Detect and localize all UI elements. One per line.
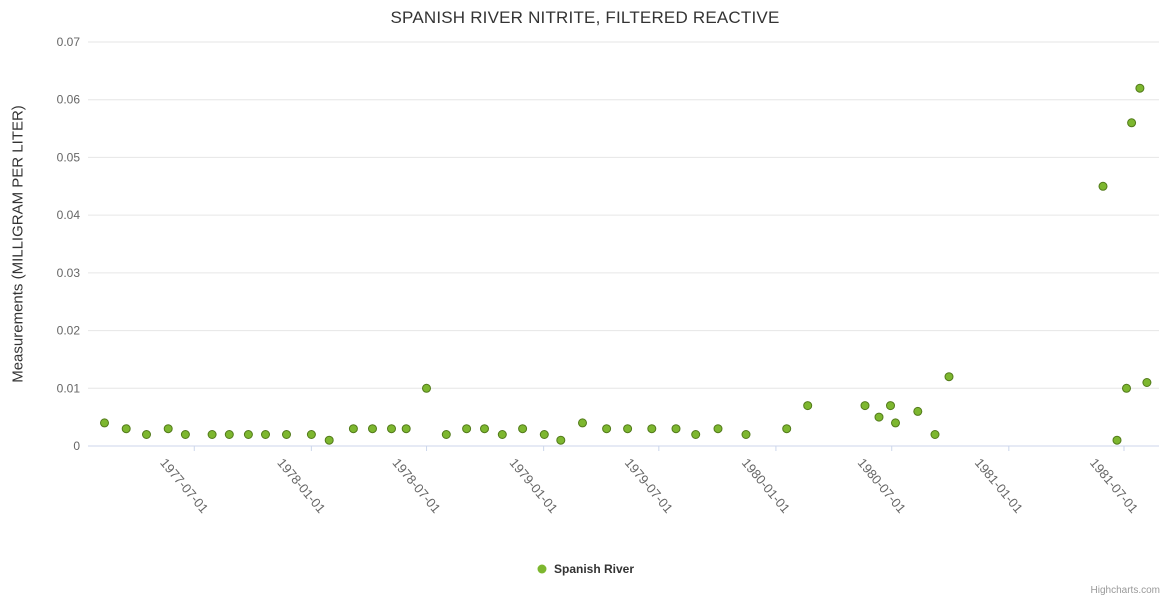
data-point[interactable] — [207, 430, 217, 439]
data-point[interactable] — [441, 430, 451, 439]
data-point[interactable] — [142, 430, 151, 439]
data-point[interactable] — [891, 418, 900, 428]
data-point[interactable] — [243, 430, 253, 439]
data-point[interactable] — [401, 424, 411, 434]
data-point[interactable] — [602, 424, 612, 434]
data-point[interactable] — [121, 424, 131, 434]
x-tick-label: 1981-07-01 — [1087, 455, 1141, 516]
data-point[interactable] — [163, 424, 173, 434]
data-point[interactable] — [556, 435, 566, 445]
y-tick-label: 0.02 — [57, 324, 81, 338]
data-point[interactable] — [782, 424, 792, 434]
y-tick-label: 0.06 — [57, 93, 81, 107]
data-point[interactable] — [1142, 378, 1152, 387]
data-point[interactable] — [1098, 181, 1108, 191]
data-point[interactable] — [713, 424, 723, 434]
data-point[interactable] — [691, 430, 701, 439]
data-point[interactable] — [1127, 118, 1137, 128]
data-point[interactable] — [1112, 435, 1122, 445]
legend-marker-circle — [537, 564, 547, 574]
data-point[interactable] — [180, 430, 190, 439]
data-point[interactable] — [306, 430, 316, 439]
x-tick-label: 1977-07-01 — [157, 455, 211, 516]
x-tick-label: 1978-01-01 — [274, 455, 328, 516]
data-point[interactable] — [930, 430, 940, 439]
data-point[interactable] — [518, 424, 528, 434]
data-point[interactable] — [497, 430, 507, 439]
data-point[interactable] — [462, 424, 472, 434]
y-tick-label: 0 — [73, 439, 80, 453]
data-point[interactable] — [422, 383, 431, 393]
data-point[interactable] — [623, 424, 633, 434]
data-point[interactable] — [741, 430, 751, 439]
data-point[interactable] — [282, 430, 291, 439]
data-point[interactable] — [944, 372, 954, 382]
data-point[interactable] — [1122, 383, 1131, 393]
data-point[interactable] — [224, 430, 234, 439]
x-tick-label: 1978-07-01 — [390, 455, 444, 516]
x-tick-label: 1979-07-01 — [622, 455, 676, 516]
x-tick-label: 1980-07-01 — [855, 455, 909, 516]
data-point[interactable] — [671, 424, 681, 434]
legend-label: Spanish River — [553, 562, 635, 576]
x-tick-label: 1980-01-01 — [739, 455, 793, 516]
data-point[interactable] — [886, 401, 895, 411]
chart-title: SPANISH RIVER NITRITE, FILTERED REACTIVE — [390, 8, 780, 27]
legend-marker-icon — [537, 564, 547, 574]
y-tick-label: 0.07 — [57, 35, 81, 49]
data-point[interactable] — [874, 412, 884, 422]
data-point[interactable] — [324, 435, 334, 445]
data-point[interactable] — [860, 401, 870, 411]
y-axis-title: Measurements (MILLIGRAM PER LITER) — [9, 105, 27, 383]
x-tick-label: 1979-01-01 — [507, 455, 561, 516]
y-tick-label: 0.05 — [57, 150, 81, 164]
data-point[interactable] — [803, 401, 813, 411]
data-point[interactable] — [261, 430, 270, 439]
y-tick-label: 0.04 — [57, 208, 81, 222]
data-point[interactable] — [913, 406, 923, 416]
data-point[interactable] — [1135, 83, 1145, 93]
legend-item-spanish-river[interactable]: Spanish River — [536, 562, 634, 576]
data-point[interactable] — [578, 418, 587, 428]
data-point[interactable] — [100, 418, 109, 428]
credits-link[interactable]: Highcharts.com — [1090, 585, 1160, 596]
y-tick-label: 0.03 — [57, 266, 81, 280]
data-point[interactable] — [647, 424, 657, 434]
data-point[interactable] — [348, 424, 358, 434]
data-point[interactable] — [368, 424, 377, 434]
data-point[interactable] — [387, 424, 396, 434]
data-point[interactable] — [480, 424, 489, 434]
x-tick-label: 1981-01-01 — [972, 455, 1026, 516]
data-point[interactable] — [539, 430, 549, 439]
y-tick-label: 0.01 — [57, 381, 81, 395]
